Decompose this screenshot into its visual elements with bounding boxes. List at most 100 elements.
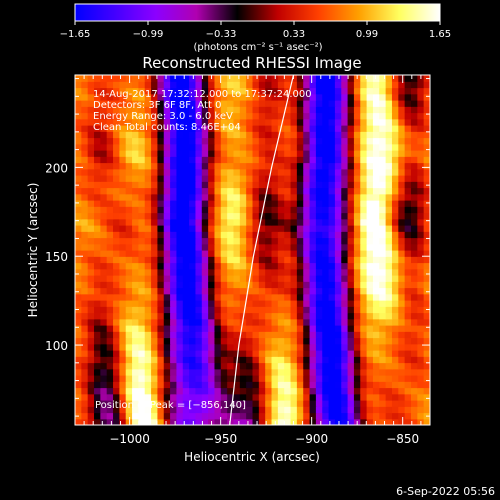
heatmap-cell bbox=[151, 181, 159, 189]
heatmap-cell bbox=[189, 262, 197, 270]
heatmap-cell bbox=[81, 75, 89, 82]
heatmap-cell bbox=[404, 256, 412, 264]
heatmap-cell bbox=[284, 225, 292, 232]
heatmap-cell bbox=[94, 206, 101, 214]
heatmap-cell bbox=[157, 175, 165, 182]
heatmap-cell bbox=[144, 193, 152, 201]
heatmap-cell bbox=[157, 218, 165, 226]
heatmap-cell bbox=[277, 212, 285, 220]
heatmap-cell bbox=[157, 400, 165, 407]
heatmap-cell bbox=[233, 168, 241, 176]
heatmap-cell bbox=[334, 368, 342, 376]
heatmap-cell bbox=[201, 87, 209, 95]
heatmap-cell bbox=[208, 331, 216, 339]
heatmap-cell bbox=[119, 331, 127, 339]
heatmap-cell bbox=[119, 287, 127, 295]
heatmap-cell bbox=[189, 256, 197, 264]
heatmap-cell bbox=[315, 406, 323, 414]
heatmap-cell bbox=[125, 112, 133, 120]
heatmap-cell bbox=[265, 262, 273, 270]
heatmap-cell bbox=[290, 193, 298, 201]
heatmap-cell bbox=[176, 293, 184, 301]
heatmap-cell bbox=[334, 325, 342, 332]
heatmap-cell bbox=[138, 187, 146, 195]
heatmap-cell bbox=[385, 331, 393, 339]
heatmap-cell bbox=[201, 393, 209, 401]
heatmap-cell bbox=[315, 318, 323, 326]
heatmap-cell bbox=[87, 225, 95, 232]
heatmap-cell bbox=[277, 406, 285, 414]
heatmap-cell bbox=[138, 175, 146, 182]
heatmap-cell bbox=[417, 312, 425, 320]
heatmap-cell bbox=[366, 243, 374, 251]
heatmap-cell bbox=[423, 281, 430, 289]
heatmap-cell bbox=[119, 193, 127, 201]
heatmap-cell bbox=[125, 243, 133, 251]
heatmap-cell bbox=[176, 281, 184, 289]
heatmap-cell bbox=[113, 162, 120, 170]
heatmap-cell bbox=[296, 243, 304, 251]
heatmap-cell bbox=[100, 400, 108, 407]
heatmap-cell bbox=[347, 206, 355, 214]
heatmap-cell bbox=[315, 212, 323, 220]
heatmap-cell bbox=[290, 300, 298, 307]
heatmap-cell bbox=[252, 81, 260, 89]
heatmap-cell bbox=[113, 118, 120, 126]
heatmap-cell bbox=[353, 118, 361, 126]
heatmap-cell bbox=[176, 81, 184, 89]
heatmap-cell bbox=[163, 281, 171, 289]
heatmap-cell bbox=[176, 356, 184, 364]
heatmap-cell bbox=[170, 231, 178, 239]
heatmap-cell bbox=[170, 200, 178, 207]
heatmap-cell bbox=[75, 200, 82, 207]
heatmap-cell bbox=[119, 375, 127, 382]
heatmap-cell bbox=[208, 281, 216, 289]
heatmap-cell bbox=[81, 250, 89, 257]
heatmap-cell bbox=[176, 387, 184, 395]
heatmap-cell bbox=[366, 287, 374, 295]
heatmap-cell bbox=[182, 250, 190, 257]
heatmap-cell bbox=[258, 87, 266, 95]
heatmap-cell bbox=[385, 281, 393, 289]
heatmap-cell bbox=[125, 87, 133, 95]
heatmap-cell bbox=[347, 387, 355, 395]
heatmap-cell bbox=[328, 200, 336, 207]
heatmap-cell bbox=[208, 356, 216, 364]
y-tick-label: 200 bbox=[45, 161, 68, 175]
heatmap-cell bbox=[81, 125, 89, 132]
heatmap-cell bbox=[360, 400, 368, 407]
heatmap-cell bbox=[328, 325, 336, 332]
heatmap-cell bbox=[271, 131, 279, 139]
heatmap-cell bbox=[100, 375, 108, 382]
heatmap-cell bbox=[113, 156, 120, 164]
heatmap-cell bbox=[315, 150, 323, 157]
heatmap-cell bbox=[417, 137, 425, 145]
heatmap-cell bbox=[81, 331, 89, 339]
heatmap-cell bbox=[410, 218, 418, 226]
heatmap-cell bbox=[322, 300, 330, 307]
heatmap-cell bbox=[176, 406, 184, 414]
heatmap-cell bbox=[423, 206, 430, 214]
heatmap-cell bbox=[75, 237, 82, 245]
heatmap-cell bbox=[391, 306, 399, 314]
heatmap-cell bbox=[404, 412, 412, 420]
heatmap-cell bbox=[132, 93, 139, 101]
heatmap-cell bbox=[151, 250, 159, 257]
heatmap-cell bbox=[258, 75, 266, 82]
heatmap-cell bbox=[258, 112, 266, 120]
heatmap-cell bbox=[398, 275, 406, 282]
heatmap-cell bbox=[87, 406, 95, 414]
heatmap-cell bbox=[125, 187, 133, 195]
heatmap-cell bbox=[94, 356, 101, 364]
heatmap-cell bbox=[398, 200, 406, 207]
heatmap-cell bbox=[220, 256, 228, 264]
heatmap-cell bbox=[138, 312, 146, 320]
heatmap-cell bbox=[138, 337, 146, 345]
heatmap-cell bbox=[201, 218, 209, 226]
heatmap-cell bbox=[125, 193, 133, 201]
heatmap-cell bbox=[233, 300, 241, 307]
heatmap-cell bbox=[144, 150, 152, 157]
heatmap-cell bbox=[341, 331, 349, 339]
heatmap-cell bbox=[132, 400, 139, 407]
heatmap-cell bbox=[151, 418, 159, 425]
